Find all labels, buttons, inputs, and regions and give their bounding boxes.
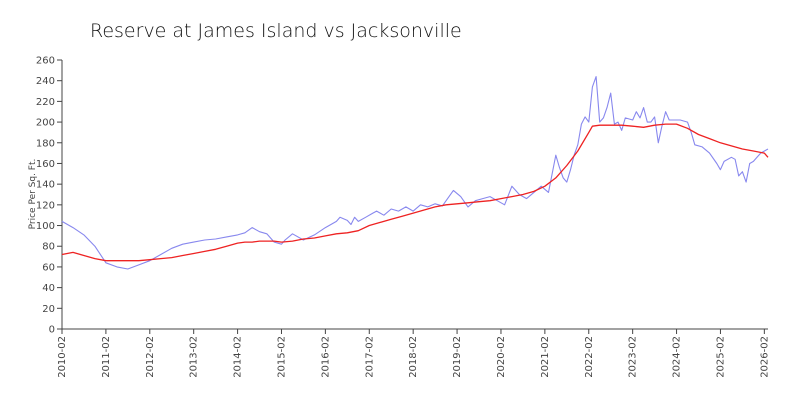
- x-tick-label: 2021-02: [540, 336, 551, 378]
- x-tick-label: 2025-02: [715, 336, 726, 378]
- y-tick-label: 20: [42, 304, 55, 315]
- y-tick-label: 140: [36, 180, 55, 191]
- axes: [61, 60, 768, 330]
- y-tick-label: 240: [36, 76, 55, 87]
- x-tick-label: 2014-02: [233, 336, 244, 378]
- y-tick-label: 60: [42, 262, 55, 273]
- x-tick-label: 2018-02: [408, 336, 419, 378]
- x-tick-label: 2016-02: [320, 336, 331, 378]
- x-tick-label: 2023-02: [628, 336, 639, 378]
- series-layer: [61, 76, 769, 270]
- x-tick-label: 2022-02: [584, 336, 595, 378]
- x-tick-label: 2026-02: [759, 336, 770, 378]
- x-tick-label: 2024-02: [672, 336, 683, 378]
- y-tick-label: 120: [36, 200, 55, 211]
- y-tick-label: 40: [42, 283, 55, 294]
- x-tick-label: 2015-02: [276, 336, 287, 378]
- y-axis-ticks: 0 20 40 60 80 100 120 140 160 180 200 220 240 260: [36, 56, 62, 336]
- x-axis-ticks: 2010-02 2011-02 2012-02 2013-02 2014-02 2015-…: [57, 329, 770, 378]
- y-tick-label: 160: [36, 159, 55, 170]
- y-tick-label: 100: [36, 221, 55, 232]
- x-tick-label: 2011-02: [101, 336, 112, 378]
- y-axis-label: Price Per Sq. Ft.: [28, 159, 38, 230]
- x-tick-label: 2019-02: [452, 336, 463, 378]
- y-tick-label: 180: [36, 138, 55, 149]
- chart-title: Reserve at James Island vs Jacksonville: [90, 20, 462, 42]
- y-tick-label: 0: [49, 325, 55, 336]
- series-line-2: [61, 123, 769, 262]
- x-tick-label: 2010-02: [57, 336, 68, 378]
- x-tick-label: 2012-02: [145, 336, 156, 378]
- y-tick-label: 220: [36, 97, 55, 108]
- y-tick-label: 80: [42, 242, 55, 253]
- x-tick-label: 2013-02: [189, 336, 200, 378]
- series-line-1: [61, 76, 769, 270]
- y-tick-label: 260: [36, 56, 55, 67]
- x-tick-label: 2020-02: [496, 336, 507, 378]
- x-tick-label: 2017-02: [364, 336, 375, 378]
- y-tick-label: 200: [36, 118, 55, 129]
